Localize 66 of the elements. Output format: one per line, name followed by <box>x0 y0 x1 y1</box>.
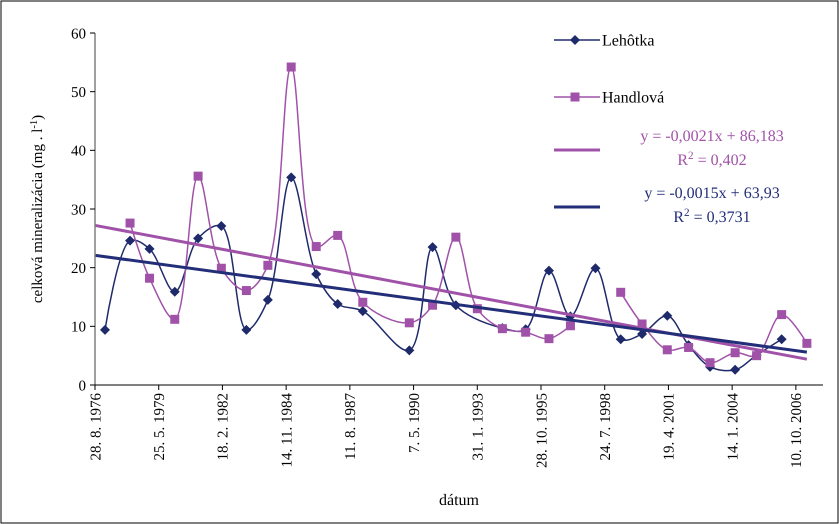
point <box>776 334 787 344</box>
y-tick-label: 10 <box>71 320 86 336</box>
point <box>333 230 342 240</box>
point <box>332 299 343 310</box>
point <box>263 260 272 270</box>
point <box>544 334 554 344</box>
point <box>616 334 626 344</box>
point <box>544 266 554 276</box>
legend-label: Handlová <box>602 90 664 107</box>
text: y = -0,0015x + 63,93 R$^{2}$ = 0,3731 <box>644 185 780 226</box>
point <box>216 221 226 232</box>
y-tick-label: 60 <box>71 26 86 42</box>
x-tick-label: 31. 1. 1993 <box>470 393 487 460</box>
point <box>777 310 786 320</box>
x-tick-label: 24. 7. 1998 <box>598 393 614 460</box>
legend-label: Lehôtka <box>602 32 654 50</box>
point <box>428 242 438 252</box>
point <box>242 286 251 296</box>
point <box>404 345 414 356</box>
x-tick-label: 11. 8. 1987 <box>343 392 360 460</box>
point <box>358 298 368 307</box>
x-tick-label: 7. 5. 1990 <box>406 393 423 453</box>
point <box>126 218 135 228</box>
x-tick-label: 28. 10. 1995 <box>534 393 550 468</box>
x-tick-label: 28. 8. 1976 <box>88 392 104 460</box>
point <box>170 314 180 324</box>
x-tick-label: 10. 10. 2006 <box>789 392 806 468</box>
point <box>358 306 368 316</box>
x-axis-title: dátum <box>439 492 480 509</box>
point <box>241 324 252 335</box>
point <box>521 328 530 337</box>
y-tick-label: 50 <box>71 84 86 101</box>
y-tick-label: 40 <box>71 144 86 160</box>
text: y = -0,0021x + 86,183 R$^{2}$ = 0,402 <box>640 128 784 169</box>
point <box>802 338 812 348</box>
point <box>144 244 155 254</box>
point <box>662 310 672 321</box>
point <box>312 242 321 252</box>
y-tick-label: 20 <box>71 260 86 277</box>
point <box>451 232 460 242</box>
point <box>662 345 672 354</box>
point <box>311 269 322 280</box>
point <box>170 286 180 297</box>
point <box>262 294 273 305</box>
point <box>730 364 740 375</box>
y-tick-label: 0 <box>78 378 86 394</box>
point <box>194 172 203 181</box>
point <box>730 348 740 358</box>
x-tick-label: 19. 4. 2001 <box>662 393 678 460</box>
point <box>616 288 626 297</box>
point <box>145 274 154 283</box>
point <box>404 318 414 328</box>
x-tick-label: 14. 11. 1984 <box>279 392 296 468</box>
point <box>100 324 110 335</box>
point <box>286 62 296 72</box>
point <box>125 236 136 246</box>
point <box>286 172 296 182</box>
point <box>684 342 694 352</box>
x-tick-label: 14. 1. 2004 <box>725 392 742 460</box>
point <box>590 263 600 274</box>
y-tick-label: 30 <box>71 202 86 218</box>
x-tick-label: 18. 2. 1982 <box>216 393 232 460</box>
point <box>566 321 575 330</box>
point <box>706 358 715 368</box>
point <box>193 233 204 244</box>
x-tick-label: 25. 5. 1979 <box>152 393 168 460</box>
